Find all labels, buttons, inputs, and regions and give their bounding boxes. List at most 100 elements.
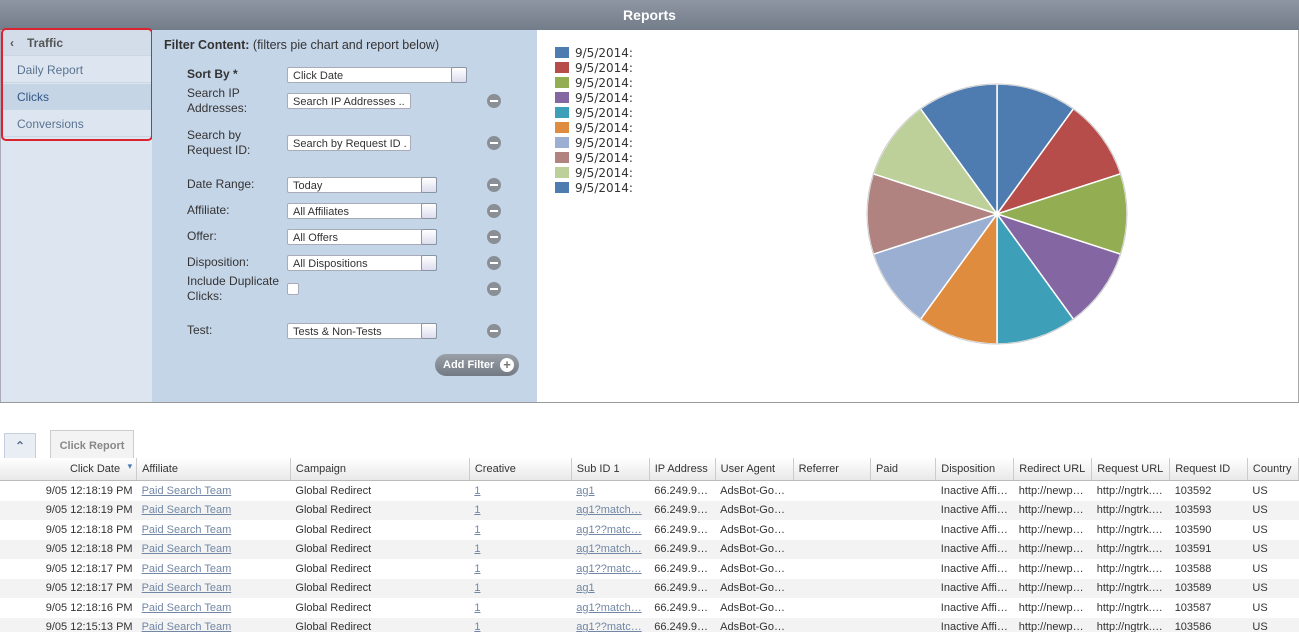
column-header[interactable]: Disposition <box>935 458 1015 481</box>
remove-filter[interactable] <box>487 178 501 192</box>
legend-label: 9/5/2014: <box>575 61 633 75</box>
table-cell <box>793 578 871 598</box>
dropdown[interactable]: All Offers <box>287 229 437 245</box>
cell-link[interactable]: Paid Search Team <box>141 484 232 497</box>
cell-text: Global Redirect <box>295 582 372 595</box>
column-header[interactable]: Campaign <box>290 458 470 481</box>
remove-filter[interactable] <box>487 204 501 218</box>
table-cell: http://ngtrk.… <box>1092 481 1170 501</box>
dropdown[interactable]: Tests & Non-Tests <box>287 323 437 339</box>
back-icon: ‹ <box>10 36 14 50</box>
cell-link[interactable]: ag1?match… <box>576 543 642 556</box>
column-header[interactable]: Click Date ▾ <box>0 458 138 481</box>
cell-link[interactable]: 1 <box>474 562 481 575</box>
control-value: Tests & Non-Tests <box>293 326 382 338</box>
sidebar: ‹ Traffic Daily Report Clicks Conversions <box>0 30 153 402</box>
cell-link[interactable]: ag1??matc… <box>576 523 642 536</box>
column-header[interactable]: Referrer <box>793 458 872 481</box>
column-header[interactable]: Affiliate <box>136 458 291 481</box>
cell-link[interactable]: Paid Search Team <box>141 504 232 517</box>
dropdown[interactable]: Today <box>287 177 437 193</box>
legend-swatch <box>555 62 569 73</box>
column-header[interactable]: IP Address <box>649 458 716 481</box>
cell-link[interactable]: Paid Search Team <box>141 582 232 595</box>
collapse-button[interactable]: ⌃ <box>4 433 36 459</box>
control-value: All Dispositions <box>293 258 368 270</box>
cell-text: Inactive Affi… <box>940 621 1008 632</box>
cell-link[interactable]: ag1 <box>576 484 595 497</box>
checkbox[interactable] <box>287 283 299 295</box>
cell-text: http://ngtrk.… <box>1096 523 1163 536</box>
table-cell <box>870 617 936 632</box>
table-cell: AdsBot-Go… <box>715 578 794 598</box>
cell-link[interactable]: Paid Search Team <box>141 621 232 632</box>
text-input[interactable]: Search IP Addresses .. <box>287 93 411 109</box>
remove-filter[interactable] <box>487 324 501 338</box>
remove-filter[interactable] <box>487 136 501 150</box>
table-cell: http://ngtrk.… <box>1092 598 1170 618</box>
remove-filter[interactable] <box>487 282 501 296</box>
cell-text: 103589 <box>1174 582 1212 595</box>
dropdown[interactable]: All Dispositions <box>287 255 437 271</box>
cell-text: http://newp… <box>1018 504 1084 517</box>
column-header[interactable]: User Agent <box>715 458 794 481</box>
cell-link[interactable]: ag1??matc… <box>576 621 642 632</box>
cell-link[interactable]: 1 <box>474 621 481 632</box>
cell-link[interactable]: Paid Search Team <box>141 601 232 614</box>
legend-swatch <box>555 182 569 193</box>
cell-link[interactable]: 1 <box>474 543 481 556</box>
cell-link[interactable]: Paid Search Team <box>141 543 232 556</box>
cell-link[interactable]: 1 <box>474 601 481 614</box>
cell-link[interactable]: 1 <box>474 523 481 536</box>
cell-link[interactable]: 1 <box>474 504 481 517</box>
dropdown[interactable]: All Affiliates <box>287 203 437 219</box>
cell-text: 9/05 12:18:17 PM <box>45 582 133 595</box>
remove-filter[interactable] <box>487 94 501 108</box>
nav-item-selected[interactable]: Clicks <box>1 84 151 110</box>
remove-filter[interactable] <box>487 230 501 244</box>
cell-link[interactable]: ag1?match… <box>576 601 642 614</box>
cell-link[interactable]: ag1??matc… <box>576 562 642 575</box>
section-header[interactable]: ‹ Traffic <box>1 30 151 56</box>
cell-text: 66.249.9… <box>654 543 709 556</box>
cell-text: US <box>1252 543 1268 556</box>
table-cell: US <box>1247 481 1298 501</box>
cell-link[interactable]: Paid Search Team <box>141 523 232 536</box>
cell-text: http://newp… <box>1018 601 1084 614</box>
dropdown[interactable]: Click Date <box>287 67 467 83</box>
table-cell: Inactive Affi… <box>936 598 1014 618</box>
cell-link[interactable]: 1 <box>474 582 481 595</box>
column-header[interactable]: Sub ID 1 <box>571 458 650 481</box>
table-cell: US <box>1247 500 1299 520</box>
cell-text: US <box>1252 601 1268 614</box>
table-cell: 9/05 12:18:17 PM <box>0 559 137 579</box>
cell-link[interactable]: ag1 <box>576 582 595 595</box>
column-header[interactable]: Redirect URL <box>1013 458 1093 481</box>
column-header[interactable]: Country <box>1247 458 1299 481</box>
column-header[interactable]: Paid <box>870 458 937 481</box>
cell-link[interactable]: ag1?match… <box>576 504 642 517</box>
column-header[interactable]: Request URL <box>1091 458 1171 481</box>
note: (filters pie chart and report below) <box>252 38 440 52</box>
cell-text: http://ngtrk.… <box>1096 621 1163 632</box>
table-cell: Paid Search Team <box>137 481 291 501</box>
cell-text: http://newp… <box>1018 562 1084 575</box>
remove-filter[interactable] <box>487 256 501 270</box>
table-cell <box>793 598 870 618</box>
nav-item[interactable]: Daily Report <box>1 57 151 83</box>
cell-link[interactable]: 1 <box>474 484 481 497</box>
legend-label: 9/5/2014: <box>575 76 633 90</box>
column-header[interactable]: Creative <box>469 458 572 481</box>
cell-text: Inactive Affi… <box>940 601 1008 614</box>
table-cell <box>793 520 870 540</box>
table-cell: 66.249.9… <box>649 539 716 559</box>
table-cell: 66.249.9… <box>649 559 715 579</box>
table-cell: 66.249.9… <box>649 500 716 520</box>
cell-link[interactable]: Paid Search Team <box>141 562 232 575</box>
nav-item[interactable]: Conversions <box>1 111 151 137</box>
cell-text: 103591 <box>1174 543 1212 556</box>
text-input[interactable]: Search by Request ID . <box>287 135 411 151</box>
add-filter-button[interactable]: Add Filter + <box>435 354 519 376</box>
column-header[interactable]: Request ID <box>1169 458 1248 481</box>
report-tab[interactable]: Click Report <box>50 430 134 459</box>
